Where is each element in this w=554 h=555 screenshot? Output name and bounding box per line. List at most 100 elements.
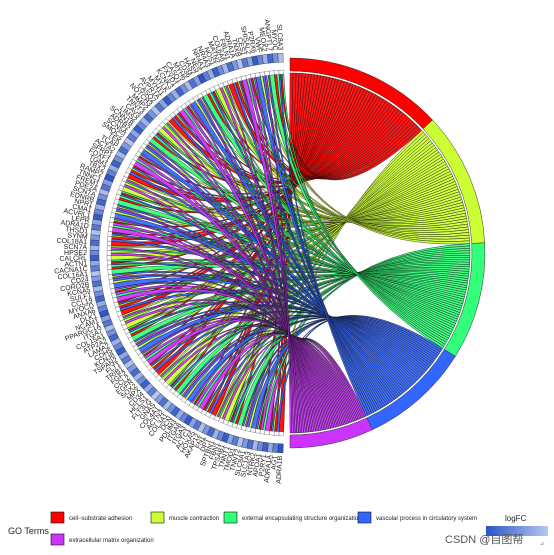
gene-segment (109, 217, 115, 223)
chord-ribbon (199, 96, 469, 231)
chord-ribbon (154, 132, 391, 404)
gene-logfc-block (89, 255, 100, 262)
chord-ribbon (114, 285, 336, 428)
gene-logfc-block (89, 244, 100, 251)
logfc-title: logFC (505, 514, 527, 523)
chord-ribbon (238, 79, 376, 413)
gene-logfc-block (90, 270, 101, 277)
gene-label: P2RX6 (246, 31, 257, 54)
legend-swatch (50, 511, 65, 524)
chord-ribbon (132, 160, 318, 432)
gene-segment (273, 70, 280, 75)
chord-ribbon (123, 302, 341, 427)
chord-ribbon (115, 288, 338, 428)
legend-label: cell−substrate adhesion (69, 516, 132, 522)
legend-swatch (50, 533, 65, 546)
legend-title: GO Terms (8, 526, 49, 536)
legend-swatch (357, 511, 372, 524)
chord-ribbon (230, 317, 437, 424)
chord-ribbon (127, 300, 421, 380)
chord-ribbon (116, 289, 418, 383)
gene-segment (250, 73, 256, 79)
gene-segment (107, 264, 112, 270)
gene-label: THSD1 (65, 226, 89, 235)
gene-segment (106, 240, 112, 247)
gene-label: CES1 (235, 37, 246, 57)
gene-segment (278, 69, 284, 75)
chord-ribbon (184, 105, 306, 433)
gene-segment (254, 72, 261, 78)
gene-segment (107, 231, 113, 237)
chord-ribbon (208, 316, 436, 415)
gene-label: ADRA1B (276, 455, 284, 484)
chord-ribbon (255, 75, 375, 414)
gene-label: SCN7A (64, 244, 88, 252)
gene-segment (254, 428, 261, 434)
gene-segment (110, 287, 116, 294)
legend-label: external encapsulating structure organiz… (242, 516, 361, 522)
gene-label: COL18A1 (56, 238, 87, 247)
gene-label: ACTN1 (64, 260, 87, 268)
gene-logfc-block (90, 265, 101, 272)
chord-ribbon (253, 76, 294, 434)
gene-label: NTRK2 (247, 452, 258, 476)
gene-label: CACNA1C (54, 266, 88, 276)
gene-label: KCNA5 (67, 287, 91, 298)
legend-swatch (150, 511, 165, 524)
logfc-gradient-bar (486, 526, 548, 536)
chord-ribbon (241, 78, 298, 434)
gene-logfc-block (277, 52, 284, 63)
chord-ribbon (122, 183, 321, 431)
gene-label: CALCRL (59, 255, 87, 263)
gene-segment (259, 429, 266, 435)
gene-segment (106, 245, 112, 251)
gene-label: CMA1 (72, 204, 93, 215)
chord-ribbon (165, 121, 309, 433)
chord-ribbon (128, 170, 400, 398)
chord-ribbon (281, 72, 445, 349)
chord-ribbon (112, 217, 325, 431)
gene-label: P2RY1 (258, 454, 268, 477)
chord-ribbon (121, 299, 340, 427)
gene-segment (108, 221, 114, 228)
gene-label: CCL19 (71, 297, 94, 309)
chord-ribbon (145, 143, 313, 433)
gene-segment (107, 269, 113, 275)
chord-ribbon (109, 247, 330, 430)
chord-ribbon (223, 84, 450, 339)
chord-ribbon (145, 318, 348, 425)
gene-label: APOA1 (252, 453, 262, 477)
chord-ribbon (225, 84, 299, 434)
chord-ribbon (113, 282, 335, 429)
chord-ribbon (111, 226, 328, 430)
gene-label: MEOX2 (257, 27, 267, 52)
gene-logfc-block (89, 239, 100, 246)
chord-ribbon (110, 233, 408, 391)
chord-ribbon (252, 76, 448, 343)
gene-label: COL16A1 (57, 271, 88, 281)
gene-arc-layer (89, 52, 284, 454)
chord-ribbon (264, 74, 292, 434)
chord-ribbon (246, 316, 440, 429)
gene-label: LEPR (71, 215, 90, 225)
gene-segment (269, 70, 275, 76)
gene-label: SLC8A3 (275, 24, 283, 50)
chord-ribbon (134, 312, 343, 427)
gene-logfc-block (277, 443, 284, 454)
chord-ribbon (198, 96, 303, 433)
gene-label: MYOC (270, 29, 279, 50)
chord-ribbon (109, 252, 331, 429)
chord-ribbon (132, 304, 422, 378)
gene-label: NPR1 (74, 198, 94, 209)
gene-segment (264, 430, 270, 435)
chord-ribbon (219, 86, 301, 434)
chord-ribbon (112, 222, 326, 431)
gene-segment (269, 430, 275, 436)
gene-segment (108, 226, 114, 233)
legend-items: cell−substrate adhesion muscle contractio… (50, 511, 477, 546)
chord-ribbon (110, 262, 412, 389)
chord-ribbon (278, 73, 369, 417)
ribbon-layer (109, 72, 471, 434)
chord-ribbon (124, 180, 461, 313)
